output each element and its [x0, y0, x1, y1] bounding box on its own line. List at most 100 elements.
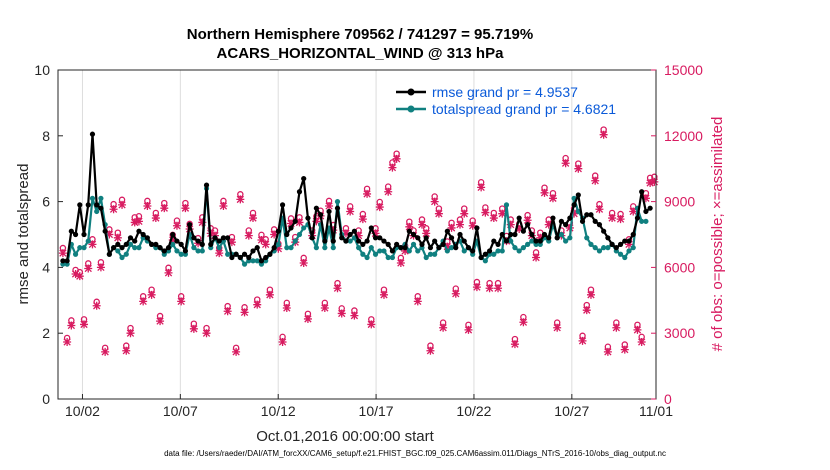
possible-obs-point	[486, 279, 493, 287]
assimilated-obs-point	[341, 229, 350, 238]
rmse-point	[410, 231, 417, 238]
assimilated-obs-point	[612, 323, 621, 332]
totalspread-point	[136, 245, 142, 251]
rmse-point	[427, 245, 434, 251]
assimilated-obs-point	[582, 306, 591, 315]
possible-obs-point	[414, 293, 422, 300]
y2-tick-label: 3000	[664, 325, 695, 341]
x-tick-label: 10/02	[65, 403, 100, 419]
assimilated-obs-point	[299, 259, 308, 268]
rmse-point	[588, 212, 594, 218]
assimilated-obs-point	[451, 289, 460, 298]
rmse-point	[182, 248, 189, 254]
assimilated-obs-point	[270, 230, 279, 239]
rmse-point	[149, 241, 155, 247]
assimilated-obs-point	[181, 204, 190, 213]
possible-obs-point	[532, 249, 540, 256]
rmse-point	[592, 218, 598, 224]
possible-obs-point	[342, 225, 350, 232]
totalspread-point	[372, 251, 379, 257]
possible-obs-point	[587, 286, 595, 293]
rmse-point	[119, 245, 125, 251]
totalspread-point	[178, 251, 184, 257]
rmse-point	[170, 231, 176, 238]
assimilated-obs-point	[337, 309, 346, 318]
rmse-point	[368, 225, 374, 231]
chart-title: Northern Hemisphere 709562 / 741297 = 95…	[186, 26, 534, 43]
rmse-point	[136, 228, 142, 234]
assimilated-obs-point	[274, 244, 283, 253]
rmse-point	[563, 222, 569, 228]
assimilated-obs-point	[160, 204, 169, 213]
assimilated-obs-point	[603, 347, 612, 356]
totalspread-point	[123, 251, 129, 257]
rmse-point	[237, 254, 243, 261]
rmse-point	[474, 225, 480, 231]
y2-tick-label: 15000	[664, 62, 703, 78]
totalspread-point	[195, 248, 201, 254]
possible-obs-point	[338, 305, 345, 312]
assimilated-obs-point	[633, 325, 642, 334]
possible-obs-point	[173, 217, 181, 224]
assimilated-obs-point	[620, 345, 629, 354]
y2-tick-label: 12000	[664, 128, 703, 144]
rmse-point	[550, 215, 556, 221]
axes-box	[57, 69, 657, 400]
y-tick-label: 4	[42, 259, 50, 275]
possible-obs-point	[418, 216, 426, 223]
possible-obs-point	[439, 319, 447, 326]
rmse-point	[465, 245, 472, 251]
totalspread-point	[592, 245, 598, 251]
totalspread-point	[432, 251, 438, 257]
possible-obs-point	[363, 185, 371, 193]
totalspread-point	[94, 208, 100, 215]
totalspread-point	[292, 238, 298, 244]
rmse-point	[639, 189, 645, 195]
possible-obs-point	[346, 203, 354, 210]
possible-obs-point	[232, 344, 240, 352]
possible-obs-point	[562, 154, 569, 162]
possible-obs-point	[384, 183, 392, 190]
assimilated-obs-point	[257, 235, 266, 244]
possible-obs-point	[144, 197, 151, 205]
y2-tick-label: 9000	[664, 194, 695, 210]
totalspread-point	[360, 251, 366, 257]
possible-obs-point	[511, 335, 519, 343]
rmse-point	[296, 189, 303, 195]
rmse-point	[301, 175, 307, 182]
totalspread-point	[313, 245, 319, 251]
rmse-point	[448, 235, 455, 241]
rmse-point	[436, 245, 442, 251]
assimilated-obs-point	[295, 218, 304, 227]
assimilated-obs-point	[472, 283, 481, 292]
totalspread-point	[626, 248, 632, 254]
possible-obs-point	[524, 211, 531, 219]
rmse-point	[233, 251, 239, 257]
possible-obs-point	[59, 244, 67, 252]
assimilated-obs-point	[303, 314, 312, 323]
assimilated-obs-point	[426, 346, 435, 355]
y-tick-label: 8	[42, 128, 50, 144]
totalspread-point	[512, 245, 518, 251]
possible-obs-point	[579, 332, 586, 340]
rmse-point	[225, 235, 231, 241]
totalspread-point	[284, 245, 290, 251]
assimilated-obs-point	[261, 240, 270, 249]
assimilated-obs-point	[468, 221, 477, 230]
assimilated-obs-point	[325, 201, 334, 210]
rmse-point	[178, 241, 184, 247]
rmse-point	[203, 182, 210, 188]
rmse-point	[267, 251, 273, 257]
assimilated-obs-point	[75, 272, 84, 281]
totalspread-point	[98, 195, 104, 201]
totalspread-point	[630, 245, 636, 251]
rmse-point	[258, 258, 265, 264]
possible-obs-point	[469, 217, 476, 224]
totalspread-point	[423, 254, 429, 261]
assimilated-obs-point	[151, 214, 160, 223]
rmse-point	[495, 241, 501, 247]
plot-area	[58, 126, 659, 356]
possible-obs-point	[84, 260, 92, 267]
rmse-point	[94, 202, 100, 208]
possible-obs-point	[262, 236, 269, 243]
